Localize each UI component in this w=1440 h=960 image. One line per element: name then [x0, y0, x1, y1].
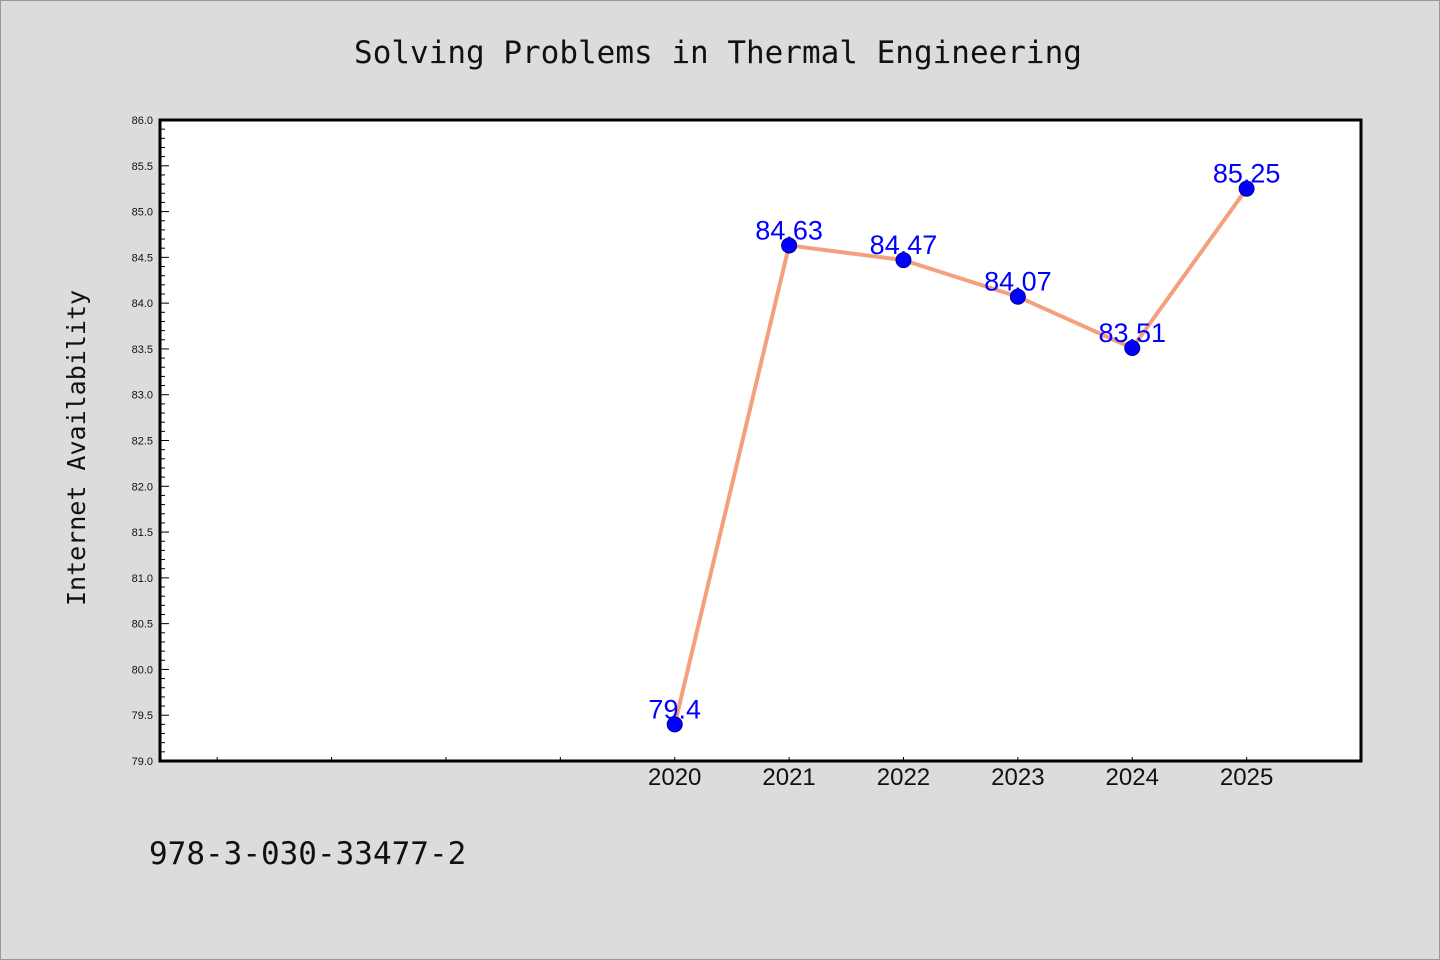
y-tick-label: 82.0 — [132, 481, 153, 493]
y-tick-label: 86.0 — [132, 115, 153, 127]
y-tick-label: 85.5 — [132, 161, 153, 173]
series-layer: 79.4 84.63 84.47 84.07 83.51 85.25 — [648, 159, 1281, 733]
y-tick-label: 79.5 — [132, 710, 153, 722]
y-axis-label: Internet Availability — [62, 290, 91, 606]
data-label: 84.07 — [984, 267, 1052, 297]
x-tick-label: 2024 — [1106, 764, 1159, 791]
y-tick-label: 84.0 — [132, 298, 153, 310]
y-tick-label: 80.5 — [132, 619, 153, 631]
data-label: 83.51 — [1098, 318, 1166, 348]
footer-isbn: 978-3-030-33477-2 — [149, 836, 466, 872]
x-tick-label: 2022 — [877, 764, 930, 791]
series-line — [672, 186, 1249, 727]
data-point-marker — [1124, 340, 1141, 357]
y-tick-label: 81.0 — [132, 573, 153, 585]
y-tick-label: 85.0 — [132, 207, 153, 219]
data-label: 84.63 — [755, 215, 823, 245]
data-point-marker — [666, 716, 683, 733]
x-tick-label: 2025 — [1220, 764, 1273, 791]
x-axis-ticks: 2020 2021 2022 2023 2024 2025 — [216, 757, 1273, 791]
y-tick-label: 80.0 — [132, 664, 153, 676]
data-point-marker — [1238, 180, 1255, 197]
data-point-marker — [781, 237, 798, 254]
x-tick-label: 2021 — [762, 764, 815, 791]
data-point-marker — [895, 252, 912, 269]
data-point-marker — [1009, 288, 1026, 305]
y-tick-label: 83.5 — [132, 344, 153, 356]
x-tick-label: 2023 — [991, 764, 1044, 791]
data-label: 85.25 — [1213, 159, 1281, 189]
data-label: 84.47 — [870, 230, 938, 260]
chart-title: Solving Problems in Thermal Engineering — [354, 35, 1082, 71]
y-axis-ticks: 79.0 79.5 80.0 80.5 81.0 81.5 82.0 82.5 83.0 83.5… — [132, 115, 169, 768]
y-tick-label: 82.5 — [132, 436, 153, 448]
y-tick-label: 81.5 — [132, 527, 153, 539]
data-label: 79.4 — [648, 694, 701, 724]
plot-area — [158, 118, 1363, 763]
y-tick-label: 84.5 — [132, 252, 153, 264]
y-tick-label: 83.0 — [132, 390, 153, 402]
x-tick-label: 2020 — [648, 764, 701, 791]
y-tick-label: 79.0 — [132, 756, 153, 768]
